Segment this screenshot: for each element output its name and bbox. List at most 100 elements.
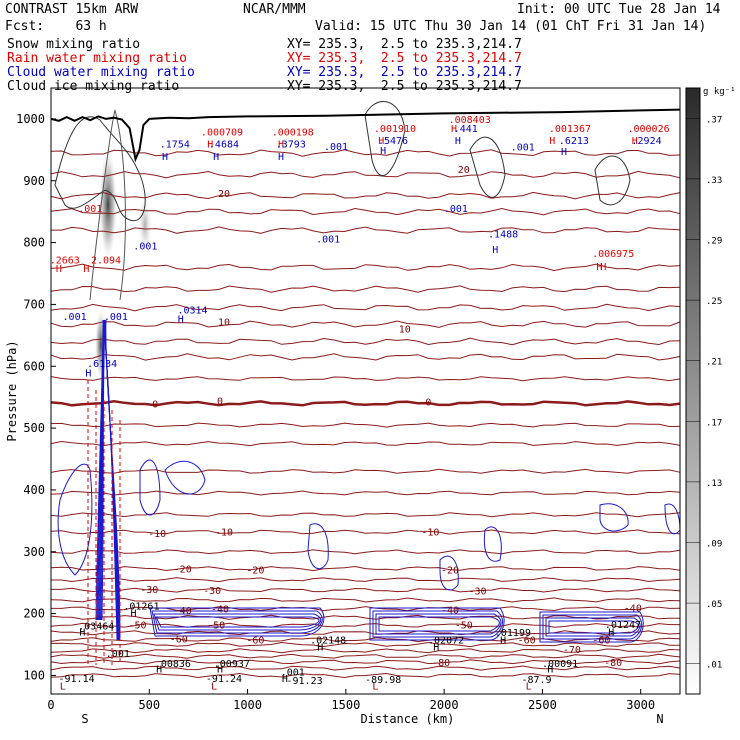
isotherm-line: [50, 665, 681, 671]
extremum-label: H: [500, 636, 506, 647]
colorbar-level: .33: [706, 176, 722, 186]
extremum-label: H: [207, 140, 213, 151]
extremum-label: .000709: [201, 127, 243, 138]
extremum-label: .01261: [123, 602, 159, 613]
terrain-line: [50, 108, 681, 163]
extremum-label: H: [217, 665, 223, 676]
isotherm-line: [50, 512, 681, 518]
x-end-label-right: N: [656, 712, 663, 726]
extremum-label: H: [451, 124, 457, 135]
isotherm-label: -30: [203, 586, 221, 597]
isotherm-label: -60: [518, 636, 536, 647]
extremum-label: H: [56, 264, 62, 275]
extremum-label: L: [526, 681, 532, 692]
y-tick-label: 200: [23, 607, 45, 621]
extremum-label: .01247: [605, 620, 641, 631]
isotherm-label: -70: [563, 645, 581, 656]
field-name-snow: Snow mixing ratio: [7, 37, 141, 52]
cloud-water-contour: [439, 555, 459, 591]
extremum-label: .000198: [272, 127, 314, 138]
colorbar-level: .25: [706, 297, 722, 307]
isotherm-label: 0: [217, 396, 223, 407]
isotherm-line: [50, 490, 681, 496]
extremum-label: L: [372, 681, 378, 692]
cloud-water-contour: [372, 610, 503, 638]
extremum-label: .001: [63, 312, 87, 323]
colorbar-level: .01: [706, 661, 722, 671]
plot-frame: [50, 87, 681, 695]
isotherm-line: [50, 597, 681, 603]
isotherm-line: [50, 648, 681, 654]
extremum-label: H: [178, 315, 184, 326]
cloud-water-contour: [378, 616, 500, 632]
colorbar-level: .29: [706, 237, 722, 247]
isotherm-line: [50, 659, 681, 665]
isotherm-line: [50, 422, 681, 428]
cloud-water-contour: [545, 617, 641, 637]
extremum-label: H: [79, 628, 85, 639]
extremum-label: .00091: [542, 659, 578, 670]
y-tick-label: 500: [23, 421, 45, 435]
colorbar-level: .05: [706, 600, 722, 610]
extremum-label: H: [455, 136, 461, 147]
extremum-label: -91.14: [58, 674, 94, 685]
field-xy-cloud-ice: XY= 235.3, 2.5 to 235.3,214.7: [287, 79, 522, 94]
extremum-label: .001: [511, 143, 535, 154]
extremum-label: H: [85, 368, 91, 379]
isotherm-label: -40: [441, 605, 459, 616]
cloud-ice-contour: [469, 136, 506, 198]
x-tick-label: 2000: [430, 698, 459, 712]
extremum-label: H: [278, 152, 284, 163]
extremum-label: .1488: [488, 229, 518, 240]
valid-time: Valid: 15 UTC Thu 30 Jan 14 (01 ChT Fri …: [315, 19, 707, 34]
isotherm-line: [50, 565, 681, 572]
cloud-water-contour: [483, 526, 502, 562]
isotherm-label: -80: [604, 658, 622, 669]
isotherm-label: -10: [215, 527, 233, 538]
isotherm-line: [50, 653, 681, 659]
extremum-label: H: [278, 140, 284, 151]
isotherm-label: -50: [207, 621, 225, 632]
isotherm-label: 0: [425, 398, 431, 409]
extremum-label: .000026: [627, 124, 669, 135]
extremum-label: .2924: [632, 136, 662, 147]
extremum-label: H: [492, 245, 498, 256]
extremum-label: .1754: [160, 140, 190, 151]
isotherm-0C: [50, 400, 681, 407]
colorbar-level: .17: [706, 418, 722, 428]
field-xy-snow: XY= 235.3, 2.5 to 235.3,214.7: [287, 37, 522, 52]
cloud-ice-contour: [54, 116, 146, 222]
x-tick-label: 3000: [626, 698, 655, 712]
extremum-label: H: [596, 262, 602, 273]
isotherm-label: -40: [211, 605, 229, 616]
cloud-water-contour: [307, 523, 329, 570]
field-name-cloud-ice: Cloud ice mixing ratio: [7, 79, 180, 94]
extremum-label: H: [378, 136, 384, 147]
extremum-label: 2.094: [91, 255, 121, 266]
y-tick-label: 700: [23, 297, 45, 311]
cloud-water-contour: [149, 607, 325, 637]
colorbar-level: .21: [706, 358, 722, 368]
extremum-label: H: [608, 628, 614, 639]
extremum-label: H: [561, 147, 567, 158]
extremum-label: .01199: [495, 628, 531, 639]
isotherm-line: [50, 191, 681, 200]
extremum-label: .00836: [155, 659, 191, 670]
isotherm-label: -40: [624, 603, 642, 614]
extremum-label: H: [282, 674, 288, 685]
isotherm-label: -10: [148, 529, 166, 540]
extremum-label: .02148: [310, 636, 346, 647]
isotherm-line: [50, 320, 681, 328]
isotherm-line: [50, 637, 681, 643]
extremum-label: .4684: [209, 140, 239, 151]
extremum-label: .6213: [559, 136, 589, 147]
x-end-label-left: S: [81, 712, 88, 726]
extremum-label: .008403: [449, 115, 491, 126]
cloud-water-contour: [539, 611, 644, 643]
cloud-ice-contour: [594, 155, 631, 206]
isotherm-label: -40: [174, 606, 192, 617]
isotherm-line: [50, 285, 681, 293]
cloud-water-contour: [542, 614, 643, 640]
extremum-label: L: [60, 681, 66, 692]
